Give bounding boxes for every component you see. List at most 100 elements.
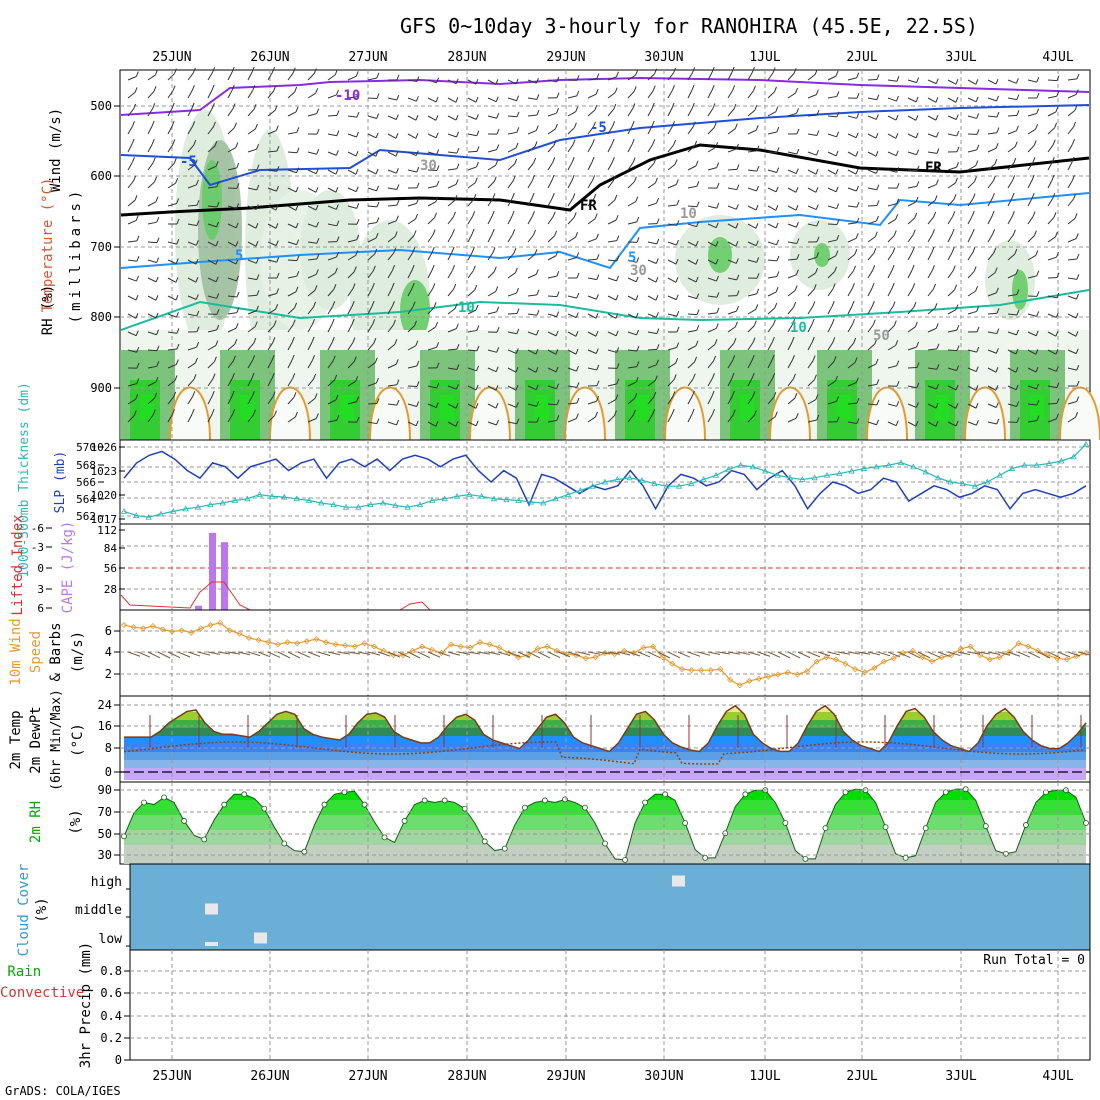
wind-barb-flag [676, 326, 680, 333]
wind-barb [987, 292, 997, 297]
surface-wind-barb [917, 651, 931, 659]
wind-barb [467, 166, 477, 171]
wind-barb [787, 306, 795, 315]
wind-barb-flag [753, 85, 756, 92]
wind-barb-flag [676, 220, 680, 226]
wind-barb-flag [296, 239, 300, 245]
wind-barb [887, 325, 895, 333]
wind-barb-flag [912, 229, 916, 235]
wind-barb-flag [556, 291, 560, 297]
wind-barb-flag [235, 322, 239, 329]
wind-barb-flag [555, 330, 559, 337]
wind-barb-flag [594, 213, 598, 219]
wind-barb-flag [415, 340, 419, 346]
wind-barb [887, 97, 897, 102]
wind-barb [547, 313, 557, 318]
wind-barb-flag [516, 418, 520, 424]
rh-column-peak [240, 395, 254, 420]
wind-barb [507, 234, 514, 243]
wind-barb-flag [536, 329, 539, 336]
wind-barb-flag [1055, 348, 1059, 355]
wind-barb [727, 71, 733, 81]
wind-barb [967, 97, 977, 103]
wind-barb-flag [795, 187, 799, 193]
wind-barb [847, 151, 857, 157]
wind-barb [627, 313, 637, 319]
wind-barb [207, 413, 213, 423]
thickness-marker [293, 495, 300, 502]
wind-barb-flag [616, 347, 620, 353]
wind-barb-flag [276, 145, 280, 152]
wind-barb [407, 252, 414, 261]
wind-barb-flag [976, 306, 980, 312]
wind-barb [947, 182, 956, 189]
wind-barb [507, 292, 517, 297]
wind-barb [607, 143, 613, 153]
contour-minus10 [120, 76, 1090, 116]
wind-barb-flag [195, 240, 199, 246]
wind-barb [707, 295, 717, 298]
wind-barb-flag [516, 127, 520, 133]
wind-barb-flag [895, 214, 899, 220]
rh-marker [121, 833, 127, 840]
wind-barb [547, 331, 557, 337]
wind-barb [927, 233, 933, 243]
wind-barb-flag [735, 143, 739, 150]
wind-barb-flag [896, 198, 900, 204]
wind-barb [487, 252, 494, 261]
wind-barb-flag [694, 356, 698, 363]
wind-barb [867, 169, 877, 174]
surface-wind-barb [147, 651, 161, 659]
surface-wind-barb [727, 651, 741, 655]
wind-barb [827, 400, 837, 405]
wind-barb-flag [774, 411, 778, 417]
wind-barb-flag [995, 348, 999, 354]
wind-barb-flag [475, 384, 479, 391]
wind-barb [547, 79, 557, 83]
wind-barb [847, 77, 857, 81]
wind-barb-flag [251, 66, 255, 73]
rh-blob [300, 190, 360, 310]
wind-barb-flag [254, 123, 258, 130]
wind-barb [307, 187, 317, 193]
wind-barb-flag [675, 239, 679, 246]
tick-label: 2 [105, 667, 112, 681]
wind-speed-marker [274, 641, 281, 648]
wind-barb [427, 326, 436, 333]
wind-barb [467, 403, 477, 409]
wind-barb-flag [336, 130, 340, 136]
wind-barb-flag [555, 250, 559, 256]
wind-barb [287, 341, 293, 351]
wind-barb-flag [875, 151, 879, 157]
wind-barb [927, 216, 935, 225]
wind-barb-flag [252, 409, 256, 415]
wind-barb-flag [536, 401, 540, 407]
wind-barb-flag [211, 390, 215, 397]
tick-label: 6 [105, 624, 112, 638]
wind-barb-flag [211, 408, 215, 415]
wind-barb-flag [632, 409, 636, 415]
wind-barb-flag [632, 157, 636, 163]
wind-barb [147, 241, 158, 244]
wind-barb [1027, 145, 1035, 153]
rh-marker [682, 820, 689, 826]
wind-barb-flag [953, 194, 957, 200]
wind-barb-flag [215, 259, 219, 265]
wind-barb [507, 349, 517, 354]
surface-wind-barb [227, 651, 241, 655]
surface-wind-barb [477, 651, 491, 655]
wind-barb [327, 187, 337, 193]
wind-barb [587, 400, 597, 405]
wind-barb-flag [756, 257, 760, 263]
wind-barb [907, 97, 917, 103]
wind-barb [807, 114, 818, 117]
wind-speed-marker [255, 637, 262, 644]
wind-barb [207, 259, 217, 265]
wind-barb [347, 305, 353, 315]
wind-barb [947, 216, 954, 225]
wind-barb [127, 313, 137, 319]
wind-barb-flag [335, 169, 339, 175]
wind-barb-flag [935, 402, 939, 409]
wind-barb-flag [176, 328, 180, 334]
surface-wind-barb [457, 651, 471, 655]
